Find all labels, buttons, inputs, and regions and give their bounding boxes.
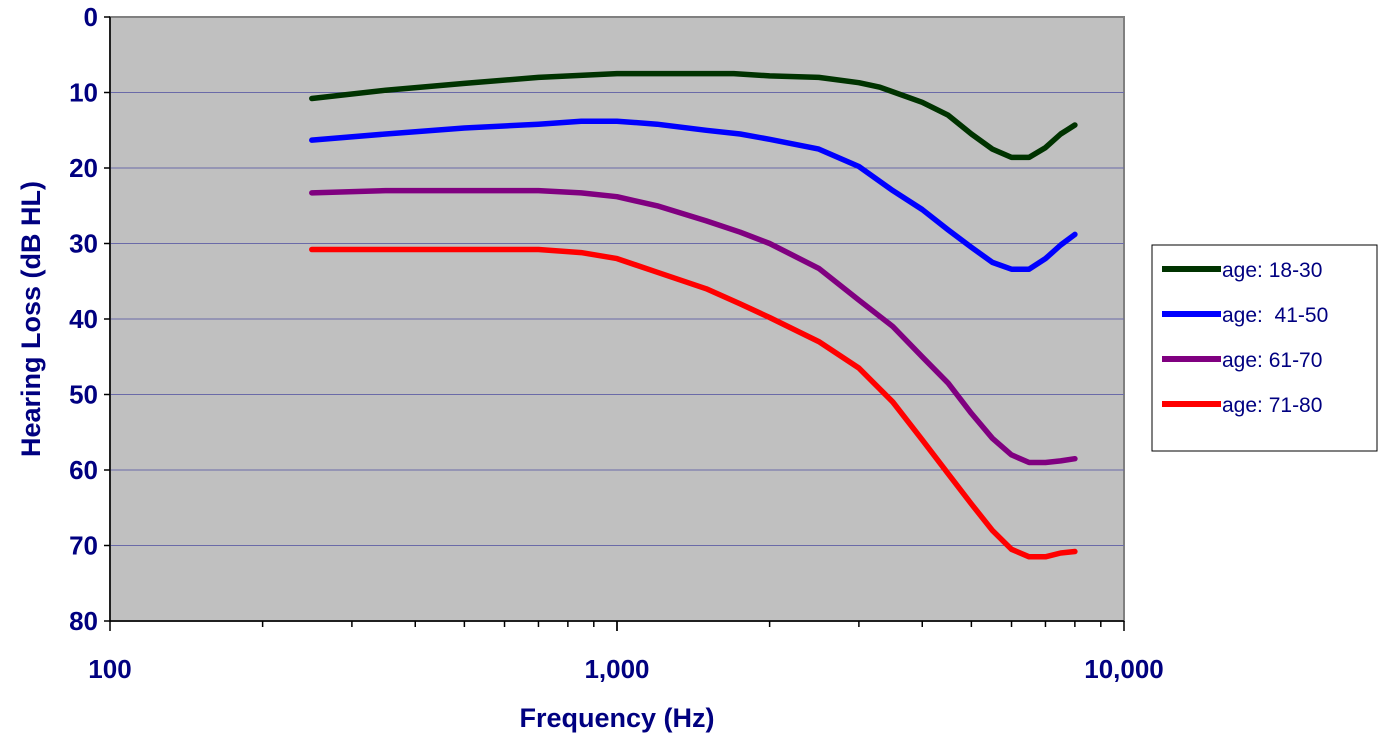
series-line [309,118,1078,272]
legend-label: age: 18-30 [1222,259,1322,282]
series-lines [309,70,1078,560]
y-tick-label: 0 [84,2,98,32]
y-tick-label: 40 [69,304,98,334]
y-tick-label: 80 [69,606,98,636]
x-tick-label: 10,000 [1084,654,1164,684]
y-tick-label: 70 [69,531,98,561]
y-tick-label: 30 [69,229,98,259]
legend: age: 18-30 age: 41-50 age: 61-70 age: 71-80 [1151,244,1378,452]
legend-box [1151,244,1378,452]
series-line [309,70,1078,161]
legend-items: age: 18-30 age: 41-50 age: 61-70 age: 71-80 [1162,259,1328,417]
y-tick-labels: 0 10 20 30 40 50 60 70 80 [69,2,110,636]
y-tick-label: 10 [69,78,98,108]
series-line [309,246,1078,560]
gridlines [110,92,1124,546]
y-axis-title: Hearing Loss (dB HL) [16,181,46,457]
legend-label: age: 71-80 [1222,394,1322,417]
x-tick-label: 100 [88,654,131,684]
series-line [309,187,1078,466]
y-tick-label: 20 [69,153,98,183]
x-axis-title: Frequency (Hz) [519,703,714,733]
y-tick-label: 50 [69,380,98,410]
x-tick-label: 1,000 [584,654,649,684]
x-tick-labels: 100 1,000 10,000 [88,621,1164,684]
legend-label: age: 41-50 [1222,304,1328,327]
y-tick-label: 60 [69,455,98,485]
legend-label: age: 61-70 [1222,349,1322,372]
